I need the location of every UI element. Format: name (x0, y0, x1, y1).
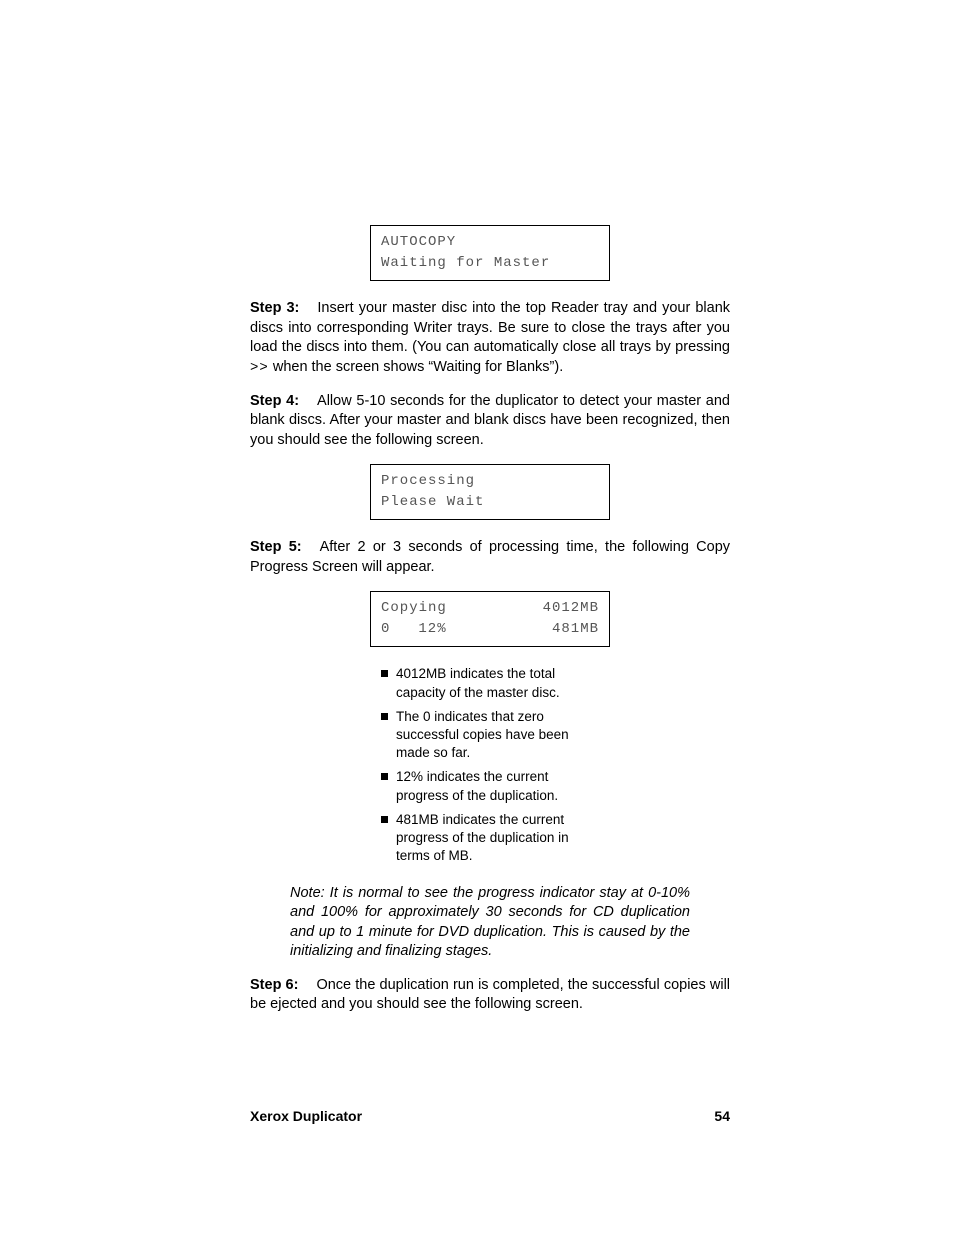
list-item: The 0 indicates that zero successful cop… (381, 708, 599, 763)
list-item: 12% indicates the current progress of th… (381, 768, 599, 804)
lcd-line: Processing (381, 471, 599, 492)
square-bullet-icon (381, 816, 388, 823)
page-footer: Xerox Duplicator 54 (250, 1108, 730, 1124)
lcd-line: AUTOCOPY (381, 232, 599, 253)
lcd-field-progress-mb: 481MB (552, 619, 599, 640)
lcd-field-copying: Copying (381, 598, 447, 619)
step-5-paragraph: Step 5:After 2 or 3 seconds of processin… (250, 538, 730, 577)
key-chevrons: >> (250, 360, 269, 376)
square-bullet-icon (381, 713, 388, 720)
step-label: Step 3: (250, 300, 299, 316)
lcd-line: Please Wait (381, 492, 599, 513)
step-text: Once the duplication run is completed, t… (250, 977, 730, 1013)
list-item: 4012MB indicates the total capacity of t… (381, 665, 599, 701)
page-number: 54 (714, 1108, 730, 1124)
square-bullet-icon (381, 773, 388, 780)
bullet-text: 12% indicates the current progress of th… (396, 768, 599, 804)
bullet-text: 481MB indicates the current progress of … (396, 811, 599, 866)
square-bullet-icon (381, 670, 388, 677)
lcd-line: Waiting for Master (381, 253, 599, 274)
lcd-row: Copying 4012MB (381, 598, 599, 619)
step-text: Allow 5-10 seconds for the duplicator to… (250, 393, 730, 448)
step-text: Insert your master disc into the top Rea… (250, 300, 730, 355)
bullet-list: 4012MB indicates the total capacity of t… (381, 665, 599, 865)
bullet-text: The 0 indicates that zero successful cop… (396, 708, 599, 763)
step-text: After 2 or 3 seconds of processing time,… (250, 539, 730, 575)
step-label: Step 4: (250, 393, 299, 409)
step-label: Step 5: (250, 539, 302, 555)
step-3-paragraph: Step 3:Insert your master disc into the … (250, 299, 730, 378)
step-6-paragraph: Step 6:Once the duplication run is compl… (250, 976, 730, 1015)
lcd-row: 0 12% 481MB (381, 619, 599, 640)
lcd-field-total-mb: 4012MB (543, 598, 599, 619)
lcd-screen-autocopy: AUTOCOPY Waiting for Master (370, 225, 610, 281)
lcd-field-copies: 0 (381, 619, 390, 640)
lcd-field-percent: 12% (418, 619, 446, 640)
lcd-screen-copying: Copying 4012MB 0 12% 481MB (370, 591, 610, 647)
list-item: 481MB indicates the current progress of … (381, 811, 599, 866)
lcd-screen-processing: Processing Please Wait (370, 464, 610, 520)
footer-title: Xerox Duplicator (250, 1108, 362, 1124)
step-label: Step 6: (250, 977, 298, 993)
bullet-text: 4012MB indicates the total capacity of t… (396, 665, 599, 701)
page-content: AUTOCOPY Waiting for Master Step 3:Inser… (250, 225, 730, 1029)
step-4-paragraph: Step 4:Allow 5-10 seconds for the duplic… (250, 392, 730, 451)
step-text: when the screen shows “Waiting for Blank… (269, 359, 563, 375)
note-paragraph: Note: It is normal to see the progress i… (290, 884, 690, 962)
